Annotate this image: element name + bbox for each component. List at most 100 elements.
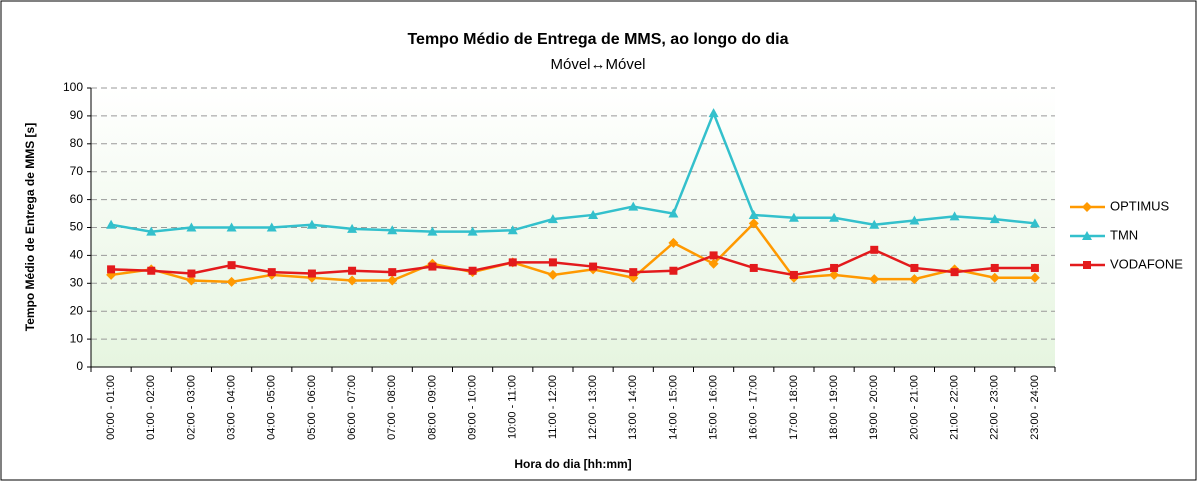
x-axis-label: Hora do dia [hh:mm] [514,457,631,471]
marker [749,263,758,272]
y-tick-label: 80 [70,136,84,150]
x-tick-label: 20:00 - 21:00 [908,375,920,440]
x-tick-label: 00:00 - 01:00 [105,375,117,440]
marker [226,276,237,287]
marker [629,268,638,277]
marker [186,275,197,286]
marker [708,108,719,118]
x-tick-label: 21:00 - 22:00 [948,375,960,440]
marker [668,208,679,218]
marker [428,262,437,271]
marker [668,237,679,248]
marker [869,219,880,229]
x-tick-label: 12:00 - 13:00 [587,375,599,440]
x-tick-label: 14:00 - 15:00 [667,375,679,440]
x-tick-label: 23:00 - 24:00 [1029,375,1041,440]
chart-subtitle: Móvel↔Móvel [550,56,645,73]
y-tick-label: 30 [70,275,84,289]
legend-label: OPTIMUS [1110,198,1170,213]
marker [949,211,960,221]
marker [306,219,317,229]
marker [467,226,478,236]
y-tick-label: 40 [70,248,84,262]
marker [307,269,316,278]
x-tick-label: 08:00 - 09:00 [426,375,438,440]
marker [387,225,398,235]
marker [1029,272,1040,283]
marker [347,223,358,233]
marker [829,212,840,222]
legend-label: TMN [1110,227,1138,242]
marker [147,266,156,275]
y-tick-label: 90 [70,108,84,122]
x-tick-label: 05:00 - 06:00 [306,375,318,440]
y-tick-label: 50 [70,220,84,234]
marker [708,258,719,269]
marker [989,272,1000,283]
marker [788,212,799,222]
marker [748,209,759,219]
marker [909,215,920,225]
marker [830,263,839,272]
x-tick-label: 13:00 - 14:00 [627,375,639,440]
marker [910,263,919,272]
series-line [111,248,1035,277]
marker [468,266,477,275]
marker [870,245,879,254]
marker [628,201,639,211]
marker [388,268,397,277]
y-tick-label: 10 [70,331,84,345]
x-tick-label: 02:00 - 03:00 [185,375,197,440]
legend-marker [1083,261,1091,269]
marker [789,270,798,279]
x-tick-label: 06:00 - 07:00 [346,375,358,440]
x-tick-label: 11:00 - 12:00 [547,375,559,439]
x-tick-label: 07:00 - 08:00 [386,375,398,440]
x-tick-label: 01:00 - 02:00 [145,375,157,440]
marker [387,275,398,286]
x-tick-label: 09:00 - 10:00 [466,375,478,440]
marker [950,268,959,277]
marker [146,226,157,236]
marker [829,269,840,280]
marker [187,269,196,278]
marker [348,266,357,275]
x-tick-label: 04:00 - 05:00 [266,375,278,440]
x-tick-label: 10:00 - 11:00 [507,375,519,439]
marker [869,274,880,285]
x-tick-label: 22:00 - 23:00 [989,375,1001,440]
legend-marker [1082,231,1092,240]
marker [748,218,759,229]
marker [507,225,518,235]
marker [267,268,276,277]
y-tick-label: 0 [76,359,83,373]
y-tick-label: 60 [70,192,84,206]
marker [427,226,438,236]
marker [226,222,237,232]
marker [227,261,236,270]
x-tick-label: 19:00 - 20:00 [868,375,880,440]
legend-marker [1082,202,1092,212]
x-tick-label: 15:00 - 16:00 [707,375,719,440]
marker [990,263,999,272]
y-tick-label: 100 [63,80,83,94]
marker [989,214,1000,224]
marker [548,258,557,267]
marker [669,266,678,275]
chart-title: Tempo Médio de Entrega de MMS, ao longo … [407,31,788,48]
y-tick-label: 20 [70,303,84,317]
marker [1029,218,1040,228]
marker [909,274,920,285]
marker [709,251,718,260]
marker [347,275,358,286]
marker [186,222,197,232]
x-tick-label: 18:00 - 19:00 [828,375,840,440]
marker [106,219,117,229]
marker [107,265,116,274]
x-tick-label: 16:00 - 17:00 [748,375,760,440]
y-tick-label: 70 [70,164,84,178]
series-line [110,109,1036,233]
x-tick-label: 17:00 - 18:00 [788,375,800,440]
series-line [110,221,1035,284]
